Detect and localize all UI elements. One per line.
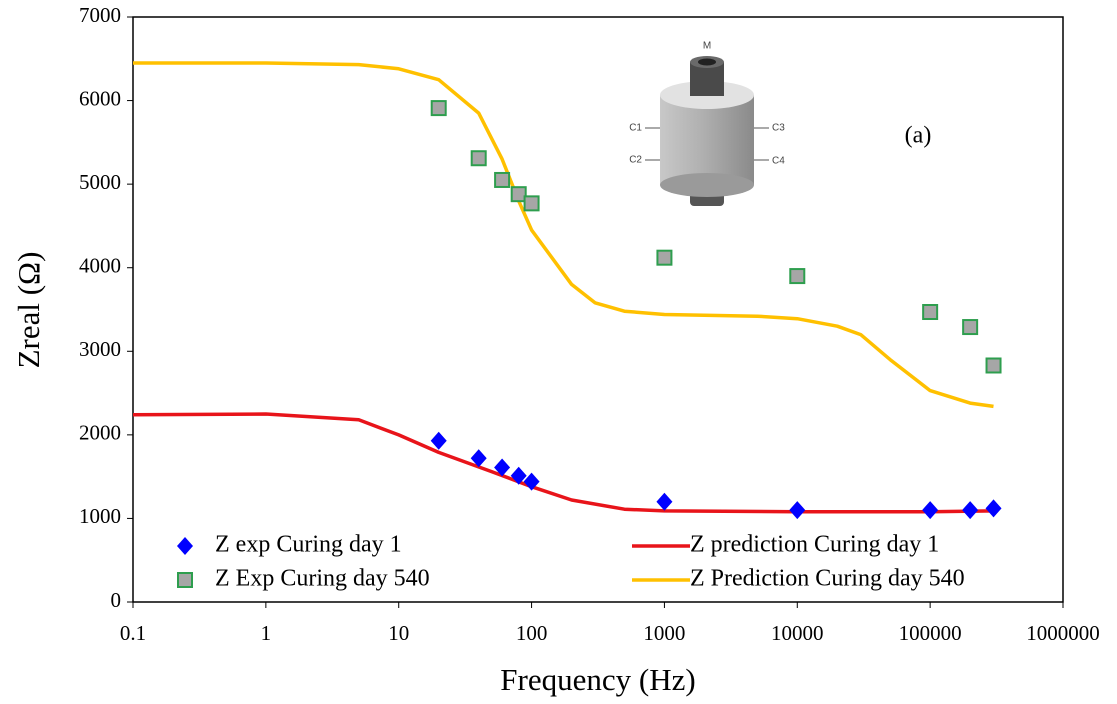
data-point [523,472,540,491]
data-point [656,249,673,266]
annotation: (a) [905,123,932,149]
x-tick-label: 0.1 [120,621,146,645]
data-point [789,501,806,520]
x-tick-label: 10000 [771,621,824,645]
data-point [985,499,1002,518]
data-point [494,458,511,477]
prediction-line [133,61,994,409]
data-point [962,319,979,336]
y-tick-label: 5000 [79,170,121,194]
prediction-line [132,412,994,514]
legend-swatch [177,572,193,588]
inset-label: C2 [629,155,642,166]
inset-label: C3 [772,123,785,134]
x-tick-label: 1 [261,621,272,645]
data-point [656,492,673,511]
inset-label: C4 [772,156,785,167]
y-tick-label: 0 [111,588,122,612]
data-point [510,466,527,485]
legend-label: Z exp Curing day 1 [215,532,402,558]
y-tick-label: 4000 [79,254,121,278]
plot-frame [132,16,1064,603]
data-point [789,268,806,285]
data-point [922,501,939,520]
x-axis-title: Frequency (Hz) [500,662,695,697]
x-tick-label: 1000000 [1026,621,1100,645]
y-tick-label: 1000 [79,504,121,528]
inset-sensor: M C1 C2 C3 C4 [629,41,785,206]
y-tick-label: 6000 [79,86,121,110]
inset-label: C1 [629,123,642,134]
data-point [430,100,447,117]
y-tick-label: 2000 [79,421,121,445]
x-tick-label: 100000 [899,621,962,645]
data-point [510,186,527,203]
legend-label: Z prediction Curing day 1 [690,532,939,558]
data-point [962,501,979,520]
data-point [470,150,487,167]
x-tick-label: 100 [516,621,548,645]
x-tick-label: 1000 [643,621,685,645]
legend-label: Z Exp Curing day 540 [215,566,430,592]
data-point [922,304,939,321]
y-axis-title: Zreal (Ω) [11,252,46,369]
data-point [985,357,1002,374]
y-tick-label: 3000 [79,337,121,361]
legend-label: Z Prediction Curing day 540 [690,566,965,592]
data-point [494,171,511,188]
legend-swatch [177,537,193,555]
data-point [430,431,447,450]
inset-label: M [703,41,711,52]
y-tick-label: 7000 [79,3,121,27]
x-tick-label: 10 [388,621,409,645]
data-point [523,195,540,212]
data-point [470,449,487,468]
